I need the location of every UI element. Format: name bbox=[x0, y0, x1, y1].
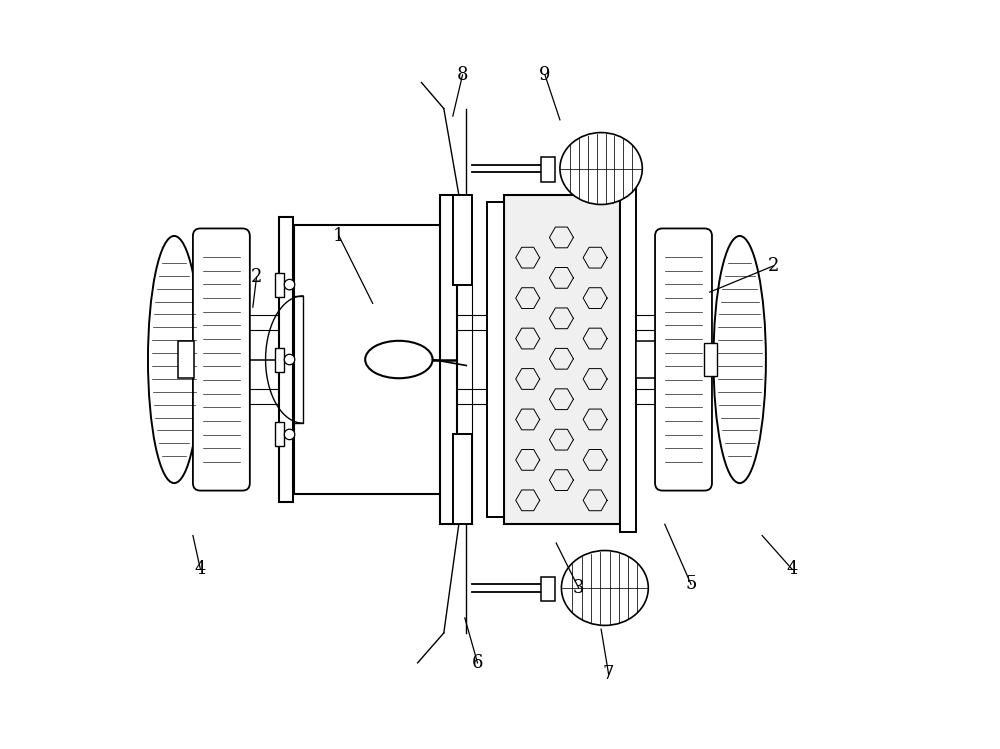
Bar bbox=[620, 187, 636, 532]
Bar bbox=[440, 195, 457, 524]
Text: 2: 2 bbox=[768, 257, 779, 275]
Ellipse shape bbox=[148, 236, 200, 483]
Circle shape bbox=[284, 279, 295, 290]
Bar bbox=[636, 341, 659, 378]
Ellipse shape bbox=[560, 133, 642, 204]
Circle shape bbox=[284, 354, 295, 365]
Text: 5: 5 bbox=[685, 575, 697, 593]
Bar bbox=[453, 434, 472, 524]
Text: 3: 3 bbox=[573, 579, 584, 597]
Bar bbox=[294, 225, 448, 494]
Text: 4: 4 bbox=[786, 560, 798, 578]
FancyBboxPatch shape bbox=[655, 228, 712, 491]
Bar bbox=[704, 343, 717, 376]
Ellipse shape bbox=[365, 341, 433, 378]
Text: 1: 1 bbox=[333, 227, 345, 245]
Text: 9: 9 bbox=[539, 66, 551, 84]
Bar bbox=[541, 577, 555, 601]
Bar bbox=[279, 217, 293, 502]
Bar bbox=[275, 273, 284, 297]
Bar bbox=[504, 195, 620, 524]
Text: 2: 2 bbox=[251, 268, 262, 286]
Ellipse shape bbox=[713, 236, 766, 483]
Text: 4: 4 bbox=[195, 560, 206, 578]
FancyBboxPatch shape bbox=[193, 228, 250, 491]
Text: 7: 7 bbox=[603, 665, 614, 683]
Bar bbox=[275, 348, 284, 372]
Text: 8: 8 bbox=[457, 66, 468, 84]
Text: 6: 6 bbox=[472, 654, 483, 672]
Bar bbox=[275, 422, 284, 446]
Ellipse shape bbox=[561, 551, 648, 625]
Bar bbox=[453, 195, 472, 285]
Bar bbox=[487, 202, 504, 517]
Bar bbox=[178, 341, 194, 378]
Circle shape bbox=[284, 429, 295, 440]
Bar bbox=[541, 157, 555, 182]
